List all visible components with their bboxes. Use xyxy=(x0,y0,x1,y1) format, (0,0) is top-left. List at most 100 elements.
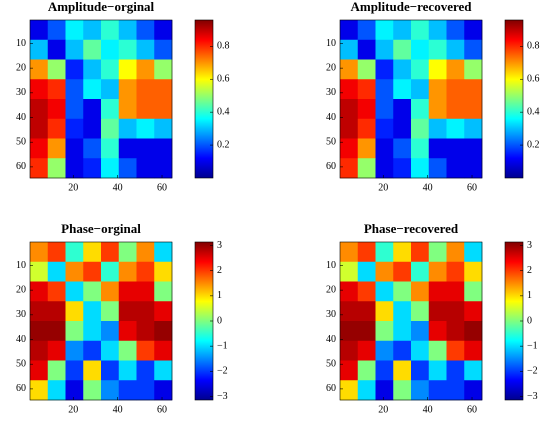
colorbar-tick-label: 0.6 xyxy=(527,74,540,85)
heatmap-cell xyxy=(464,242,483,263)
heatmap-cell xyxy=(136,301,155,322)
heatmap-cell xyxy=(101,39,120,60)
heatmap-cell xyxy=(375,118,394,139)
heatmap-cell xyxy=(47,59,66,80)
heatmap-cell xyxy=(47,340,66,361)
heatmap-cell xyxy=(65,99,84,120)
heatmap-cell xyxy=(65,281,84,302)
heatmap-cell xyxy=(357,118,376,139)
heatmap-cell xyxy=(101,138,120,159)
heatmap-cell xyxy=(411,79,430,100)
heatmap-cell xyxy=(411,138,430,159)
heatmap-cell xyxy=(411,39,430,60)
heatmap-cell xyxy=(393,20,412,41)
heatmap-cell xyxy=(446,138,465,159)
x-tick-label: 20 xyxy=(68,404,78,415)
heatmap-cell xyxy=(357,138,376,159)
heatmap-cell xyxy=(47,79,66,100)
heatmap-cell xyxy=(428,59,447,80)
heatmap-cell xyxy=(357,261,376,282)
colorbar-tick-label: 0.2 xyxy=(217,139,230,150)
heatmap-cell xyxy=(83,59,102,80)
heatmap-cell xyxy=(411,321,430,342)
heatmap-cell xyxy=(393,99,412,120)
heatmap-cell xyxy=(118,360,137,381)
heatmap-cell xyxy=(464,99,483,120)
heatmap-cell xyxy=(464,340,483,361)
heatmap-cell xyxy=(136,79,155,100)
colorbar-tick-label: 1 xyxy=(217,290,222,301)
heatmap-cell xyxy=(30,59,49,80)
heatmap-cell xyxy=(428,242,447,263)
heatmap-cell xyxy=(30,79,49,100)
heatmap-cell xyxy=(393,242,412,263)
y-tick-label: 20 xyxy=(326,62,336,73)
heatmap-cell xyxy=(411,158,430,179)
heatmap-cell xyxy=(428,20,447,41)
heatmap-cell xyxy=(47,380,66,401)
heatmap-cell xyxy=(136,99,155,120)
x-tick-label: 20 xyxy=(68,182,78,193)
axes-frame xyxy=(29,19,173,179)
x-tick-label: 60 xyxy=(157,182,167,193)
heatmap-cell xyxy=(357,79,376,100)
y-tick-label: 20 xyxy=(326,284,336,295)
heatmap-cell xyxy=(101,99,120,120)
heatmap-cell xyxy=(47,158,66,179)
heatmap-cell xyxy=(154,20,173,41)
heatmap-cell xyxy=(464,301,483,322)
heatmap-cell xyxy=(446,158,465,179)
heatmap-cell xyxy=(411,20,430,41)
colorbar-tick-label: 0.4 xyxy=(527,106,540,117)
heatmap-cell xyxy=(393,59,412,80)
x-tick-label: 60 xyxy=(467,182,477,193)
heatmap-cell xyxy=(83,79,102,100)
heatmap-cell xyxy=(340,360,359,381)
heatmap-cell xyxy=(428,39,447,60)
heatmap-cell xyxy=(154,79,173,100)
heatmap-cell xyxy=(393,281,412,302)
y-tick-label: 40 xyxy=(16,112,26,123)
heatmap-cell xyxy=(154,301,173,322)
y-tick-label: 20 xyxy=(16,62,26,73)
heatmap-cell xyxy=(446,118,465,139)
heatmap-cell xyxy=(136,321,155,342)
heatmap-cell xyxy=(118,138,137,159)
heatmap-cell xyxy=(357,281,376,302)
heatmap-cell xyxy=(136,242,155,263)
heatmap-cell xyxy=(118,99,137,120)
heatmap-cell xyxy=(118,59,137,80)
colorbar-tick-label: 0.8 xyxy=(217,41,230,52)
heatmap-cell xyxy=(154,261,173,282)
heatmap-cell xyxy=(446,261,465,282)
heatmap-cell xyxy=(83,39,102,60)
heatmap-cell xyxy=(428,360,447,381)
y-tick-label: 60 xyxy=(326,161,336,172)
heatmap-cell xyxy=(446,281,465,302)
heatmap-cell xyxy=(47,261,66,282)
heatmap-cell xyxy=(357,360,376,381)
heatmap-cell xyxy=(118,281,137,302)
colorbar-tick-label: 2 xyxy=(527,265,532,276)
x-tick-label: 60 xyxy=(467,404,477,415)
heatmap-cell xyxy=(446,39,465,60)
heatmap-cell xyxy=(464,118,483,139)
heatmap-cell xyxy=(357,39,376,60)
heatmap-cell xyxy=(65,79,84,100)
heatmap-cell xyxy=(30,99,49,120)
heatmap-cell xyxy=(118,158,137,179)
heatmap-cell xyxy=(464,79,483,100)
heatmap-cell xyxy=(393,79,412,100)
heatmap-cell xyxy=(47,20,66,41)
heatmap-cell xyxy=(464,360,483,381)
colorbar-tick-label: −2 xyxy=(217,366,228,377)
heatmap-cell xyxy=(136,59,155,80)
colorbar-tick-label: −1 xyxy=(217,340,228,351)
heatmap-cell xyxy=(411,99,430,120)
heatmap-cell xyxy=(154,138,173,159)
heatmap-cell xyxy=(118,340,137,361)
heatmap-cell xyxy=(411,380,430,401)
colorbar-tick-label: 0 xyxy=(217,315,222,326)
heatmap-cell xyxy=(428,79,447,100)
